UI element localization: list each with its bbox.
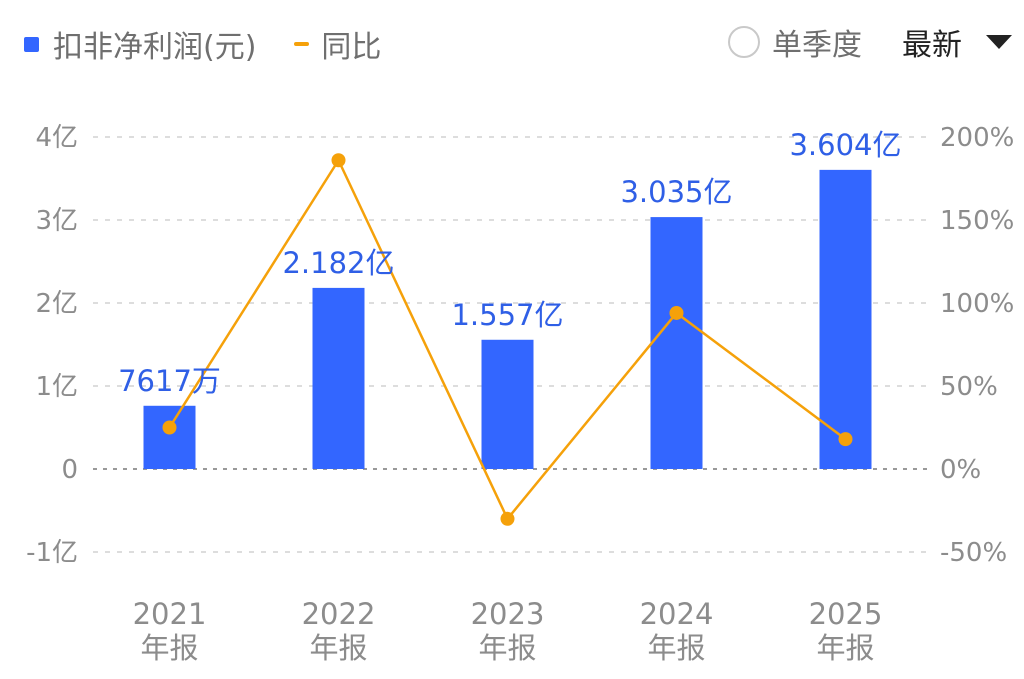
bar-data-label: 3.604亿	[789, 128, 901, 162]
legend-label-net-profit: 扣非净利润(元)	[53, 30, 257, 65]
bar-2024[interactable]	[650, 217, 703, 469]
period-dropdown-value: 最新	[902, 28, 962, 63]
x-tick-label-type: 年报	[309, 631, 367, 665]
yoy-point-2022[interactable]	[331, 153, 346, 168]
y-left-tick-label: 1亿	[35, 372, 78, 402]
yoy-point-2024[interactable]	[669, 305, 684, 320]
y-right-tick-label: 150%	[940, 206, 1014, 236]
y-right-tick-label: 100%	[940, 289, 1014, 319]
x-tick-label-year: 2022	[302, 597, 376, 631]
yoy-point-2025[interactable]	[838, 432, 853, 447]
x-tick-label-type: 年报	[647, 631, 705, 665]
bar-data-label: 7617万	[118, 364, 221, 398]
x-tick-label-year: 2023	[471, 597, 545, 631]
bar-2025[interactable]	[819, 169, 872, 470]
legend-item-yoy: 同比	[294, 22, 381, 66]
line-swatch-icon	[294, 42, 310, 46]
chart-controls: 单季度 最新	[728, 20, 1012, 64]
bar-data-label: 1.557亿	[451, 298, 563, 332]
single-quarter-toggle[interactable]: 单季度	[728, 20, 902, 64]
y-right-tick-label: -50%	[940, 538, 1007, 568]
y-right-tick-label: 200%	[940, 123, 1014, 153]
y-left-tick-label: 3亿	[35, 206, 78, 236]
x-tick-label-type: 年报	[816, 631, 874, 665]
period-dropdown[interactable]: 最新	[902, 20, 1012, 64]
caret-down-icon[interactable]	[986, 35, 1012, 49]
x-tick-label-year: 2021	[133, 597, 207, 631]
bar-2023[interactable]	[481, 339, 534, 469]
bar-data-label: 3.035亿	[620, 175, 732, 209]
bar-data-label: 2.182亿	[282, 246, 394, 280]
radio-circle-icon[interactable]	[728, 26, 760, 58]
bar-swatch-icon	[24, 36, 39, 52]
legend-item-net-profit: 扣非净利润(元)	[24, 22, 256, 66]
bar-2021[interactable]	[143, 405, 196, 469]
y-left-tick-label: 0	[61, 455, 78, 485]
y-right-tick-label: 0%	[940, 455, 981, 485]
single-quarter-label: 单季度	[772, 28, 862, 63]
x-tick-label-year: 2025	[809, 597, 883, 631]
x-tick-label-type: 年报	[140, 631, 198, 665]
x-tick-label-type: 年报	[478, 631, 536, 665]
chart-legend: 扣非净利润(元) 同比	[24, 22, 419, 66]
y-left-tick-label: -1亿	[26, 538, 78, 568]
x-tick-label-year: 2024	[640, 597, 714, 631]
y-right-tick-label: 50%	[940, 372, 998, 402]
y-left-tick-label: 4亿	[35, 123, 78, 153]
y-left-tick-label: 2亿	[35, 289, 78, 319]
yoy-point-2023[interactable]	[500, 511, 515, 526]
yoy-point-2021[interactable]	[162, 420, 177, 435]
bar-2022[interactable]	[312, 287, 365, 469]
legend-label-yoy: 同比	[321, 30, 382, 65]
